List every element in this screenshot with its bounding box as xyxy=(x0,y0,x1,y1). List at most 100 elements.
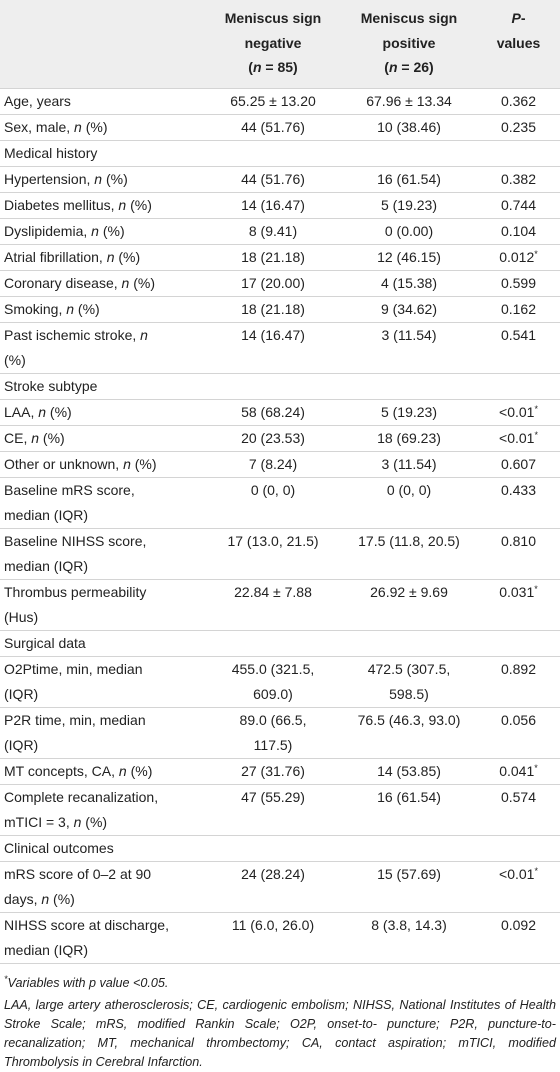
cell-line: NIHSS score at discharge, xyxy=(4,916,169,933)
footnote: LAA, large artery atherosclerosis; CE, c… xyxy=(4,997,556,1069)
cell-line: median (IQR) xyxy=(4,557,89,574)
data-row: LAA, n (%) 58 (68.24) 5 (19.23) <0.01* xyxy=(0,398,560,425)
cell-line: negative xyxy=(244,34,302,51)
value-cell: 65.25 ± 13.20 xyxy=(205,87,341,114)
cell-line: Meniscus sign xyxy=(224,10,322,26)
row-label: Hypertension, n (%) xyxy=(0,165,205,192)
cell-text: 17 (13.0, 21.5) xyxy=(227,532,319,549)
cell-text: 12 (46.15) xyxy=(377,248,441,265)
data-row: MT concepts, CA, n (%) 27 (31.76) 14 (53.8… xyxy=(0,757,560,784)
data-row: Thrombus permeability (Hus) 22.84 ± 7.88 26… xyxy=(0,578,560,630)
value-cell: 5 (19.23) xyxy=(341,398,477,425)
cell-text: Sex, male, n (%) xyxy=(4,118,108,135)
row-label: Stroke subtype xyxy=(0,372,560,399)
cell-text: 16 (61.54) xyxy=(377,170,441,187)
data-row: NIHSS score at discharge, median (IQR) 11 … xyxy=(0,911,560,964)
value-cell: 455.0 (321.5, 609.0) xyxy=(205,655,341,707)
value-cell: 4 (15.38) xyxy=(341,269,477,296)
row-label: Clinical outcomes xyxy=(0,834,560,861)
cell-text: 0.092 xyxy=(500,916,537,933)
cell-text: 26.92 ± 9.69 xyxy=(370,583,448,600)
row-label: Sex, male, n (%) xyxy=(0,113,205,140)
row-label: CE, n (%) xyxy=(0,424,205,451)
table-header: Meniscus sign negative (n = 85) Meniscus si… xyxy=(0,0,560,88)
value-cell: 8 (3.8, 14.3) xyxy=(341,911,477,964)
row-label: Thrombus permeability (Hus) xyxy=(0,578,205,630)
cell-text: 11 (6.0, 26.0) xyxy=(231,916,315,933)
cell-line: values xyxy=(496,34,541,51)
value-cell: 27 (31.76) xyxy=(205,757,341,784)
data-row: CE, n (%) 20 (23.53) 18 (69.23) <0.01* xyxy=(0,424,560,451)
value-cell: 0.362 xyxy=(477,87,560,114)
value-cell: 0 (0, 0) xyxy=(205,476,341,528)
section-row: Stroke subtype xyxy=(0,372,560,399)
cell-text: 14 (16.47) xyxy=(241,196,305,213)
row-label: Age, years xyxy=(0,87,205,114)
cell-text: 27 (31.76) xyxy=(241,762,305,779)
cell-text: 44 (51.76) xyxy=(241,170,305,187)
table-body: Age, years 65.25 ± 13.20 67.96 ± 13.34 0.36… xyxy=(0,87,560,964)
row-label: Past ischemic stroke, n (%) xyxy=(0,321,205,373)
value-cell: 15 (57.69) xyxy=(341,860,477,912)
cell-line: mTICI = 3, n (%) xyxy=(4,813,108,830)
cell-line: mRS score of 0–2 at 90 xyxy=(4,865,152,882)
cell-line: 89.0 (66.5, xyxy=(239,711,307,728)
header-cell: P-values xyxy=(477,0,560,88)
value-cell: 22.84 ± 7.88 xyxy=(205,578,341,630)
cell-line: 455.0 (321.5, xyxy=(231,660,315,677)
cell-text: MT concepts, CA, n (%) xyxy=(4,762,153,779)
row-label: P2R time, min, median (IQR) xyxy=(0,706,205,758)
value-cell: 14 (16.47) xyxy=(205,191,341,218)
cell-text: 14 (53.85) xyxy=(377,762,441,779)
data-row: Atrial fibrillation, n (%) 18 (21.18) 12 (… xyxy=(0,243,560,270)
cell-text: Dyslipidemia, n (%) xyxy=(4,222,125,239)
cell-text: <0.01* xyxy=(499,429,538,446)
cell-text: 22.84 ± 7.88 xyxy=(234,583,312,600)
cell-text: 0.433 xyxy=(500,481,537,498)
data-row: Coronary disease, n (%) 17 (20.00) 4 (15.3… xyxy=(0,269,560,296)
cell-text: <0.01* xyxy=(499,403,538,420)
header-cell: Meniscus sign positive (n = 26) xyxy=(341,0,477,88)
value-cell: 0.892 xyxy=(477,655,560,707)
value-cell: 17 (13.0, 21.5) xyxy=(205,527,341,579)
cell-text: Age, years xyxy=(4,92,71,109)
value-cell: 24 (28.24) xyxy=(205,860,341,912)
cell-text: 18 (21.18) xyxy=(241,300,305,317)
cell-text: 0.031* xyxy=(499,583,538,600)
cell-text: Stroke subtype xyxy=(4,377,98,394)
cell-text: 0.382 xyxy=(500,170,537,187)
cell-text: 0 (0, 0) xyxy=(250,481,296,498)
section-row: Clinical outcomes xyxy=(0,834,560,861)
value-cell: 0.607 xyxy=(477,450,560,477)
value-cell: 44 (51.76) xyxy=(205,113,341,140)
value-cell: 47 (55.29) xyxy=(205,783,341,835)
value-cell: 76.5 (46.3, 93.0) xyxy=(341,706,477,758)
value-cell: 8 (9.41) xyxy=(205,217,341,244)
row-label: O2Ptime, min, median (IQR) xyxy=(0,655,205,707)
cell-text: 65.25 ± 13.20 xyxy=(230,92,316,109)
cell-text: 3 (11.54) xyxy=(381,326,437,343)
value-cell: 89.0 (66.5, 117.5) xyxy=(205,706,341,758)
value-cell: 14 (16.47) xyxy=(205,321,341,373)
cell-text: 18 (69.23) xyxy=(377,429,441,446)
footnote: *Variables with p value <0.05. xyxy=(4,973,169,990)
row-label: Smoking, n (%) xyxy=(0,295,205,322)
cell-text: 8 (3.8, 14.3) xyxy=(371,916,447,933)
cell-text: Hypertension, n (%) xyxy=(4,170,128,187)
row-label: Complete recanalization, mTICI = 3, n (%) xyxy=(0,783,205,835)
cell-text: 44 (51.76) xyxy=(241,118,305,135)
data-row: Baseline NIHSS score, median (IQR) 17 (13.… xyxy=(0,527,560,579)
cell-text: 0.599 xyxy=(500,274,537,291)
cell-text: 0.541 xyxy=(500,326,537,343)
cell-text: 17 (20.00) xyxy=(241,274,305,291)
data-row: Complete recanalization, mTICI = 3, n (%)… xyxy=(0,783,560,835)
value-cell: 0.810 xyxy=(477,527,560,579)
cell-line: Meniscus sign xyxy=(360,10,458,26)
data-row: Sex, male, n (%) 44 (51.76) 10 (38.46) 0.23… xyxy=(0,113,560,140)
cell-text: 24 (28.24) xyxy=(241,865,305,882)
cell-text: 67.96 ± 13.34 xyxy=(366,92,452,109)
value-cell: 0.104 xyxy=(477,217,560,244)
value-cell: 0.541 xyxy=(477,321,560,373)
row-label: LAA, n (%) xyxy=(0,398,205,425)
cell-text: 0.104 xyxy=(500,222,537,239)
